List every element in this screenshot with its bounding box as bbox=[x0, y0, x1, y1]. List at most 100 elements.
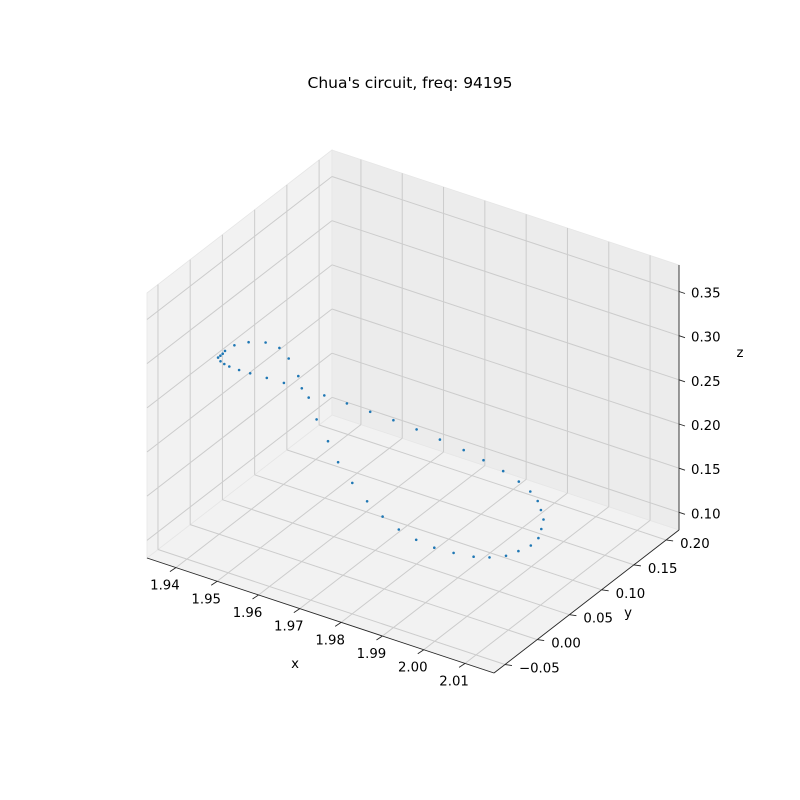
x-tick-label: 2.00 bbox=[398, 661, 428, 676]
y-tick-mark bbox=[504, 664, 513, 666]
data-point bbox=[221, 352, 224, 356]
grid-line-x-floor bbox=[175, 424, 362, 568]
data-point bbox=[452, 551, 455, 555]
y-tick-label: 0.20 bbox=[680, 537, 710, 552]
data-point bbox=[248, 372, 252, 375]
data-point bbox=[381, 515, 384, 518]
grid-line-x-floor bbox=[258, 451, 444, 596]
y-tick-label: 0.10 bbox=[616, 587, 646, 602]
grid-line-x-floor bbox=[299, 465, 486, 610]
data-point bbox=[323, 394, 326, 397]
data-point bbox=[219, 354, 222, 358]
data-point bbox=[216, 356, 220, 359]
data-point bbox=[472, 555, 475, 558]
data-point bbox=[504, 554, 508, 558]
data-point bbox=[438, 438, 442, 441]
y-axis-label: y bbox=[624, 606, 632, 621]
x-axis-line bbox=[146, 557, 495, 674]
x-tick-mark bbox=[210, 580, 218, 586]
grid-line-y-floor bbox=[157, 549, 506, 666]
grid-line-z-back bbox=[331, 352, 680, 469]
grid-line-x-floor bbox=[340, 478, 527, 623]
data-point bbox=[223, 362, 226, 366]
data-point bbox=[365, 500, 369, 503]
data-point bbox=[326, 439, 330, 443]
grid-lines bbox=[146, 159, 680, 666]
y-axis-line bbox=[493, 529, 680, 674]
x-tick-mark bbox=[252, 594, 259, 600]
data-point bbox=[488, 556, 491, 559]
z-tick-label: 0.30 bbox=[691, 331, 721, 346]
data-point bbox=[336, 460, 340, 464]
z-tick-mark bbox=[678, 423, 686, 427]
grid-line-z-back bbox=[331, 308, 680, 425]
y-tick-mark bbox=[537, 639, 545, 642]
grid-line-z-back bbox=[331, 396, 680, 513]
data-point bbox=[287, 357, 291, 360]
data-point bbox=[278, 346, 281, 350]
z-tick-mark bbox=[678, 379, 686, 383]
data-point bbox=[264, 341, 267, 344]
grid-line-y-floor bbox=[190, 524, 538, 641]
y-tick-label: 0.00 bbox=[551, 637, 581, 652]
data-point bbox=[223, 349, 227, 353]
z-tick-mark bbox=[678, 467, 686, 471]
grid-line-z-back bbox=[331, 264, 680, 381]
data-point bbox=[247, 340, 250, 344]
data-point bbox=[529, 544, 533, 547]
grid-line-x-floor bbox=[382, 492, 568, 637]
data-point bbox=[315, 418, 318, 421]
tick-labels: 1.94 1.95 1.96 1.97 1.98 1.99 2.00 2.01 −0.05 0.0… bbox=[150, 287, 720, 690]
data-point bbox=[351, 481, 354, 485]
z-tick-label: 0.25 bbox=[691, 375, 721, 390]
axis-panes bbox=[146, 149, 680, 674]
z-tick-mark bbox=[678, 511, 686, 515]
grid-line-z-back bbox=[331, 220, 680, 337]
z-tick-mark bbox=[678, 291, 686, 294]
x-axis-label: x bbox=[291, 657, 299, 672]
z-tick-label: 0.10 bbox=[691, 507, 721, 522]
data-point bbox=[233, 344, 236, 347]
z-tick-label: 0.35 bbox=[691, 287, 721, 302]
z-axis-label: z bbox=[737, 346, 744, 361]
x-tick-label: 1.94 bbox=[150, 579, 180, 594]
data-point bbox=[392, 418, 395, 422]
z-tick-label: 0.20 bbox=[691, 419, 721, 434]
x-tick-label: 1.98 bbox=[315, 633, 345, 648]
grid-line-z-left bbox=[146, 396, 333, 541]
data-point bbox=[501, 469, 505, 473]
data-point bbox=[517, 480, 521, 483]
x-tick-label: 2.01 bbox=[439, 674, 469, 689]
data-point bbox=[265, 376, 269, 380]
grid-line-y-floor bbox=[254, 474, 602, 591]
y-tick-label: 0.15 bbox=[648, 562, 678, 577]
data-point bbox=[542, 518, 545, 521]
data-point bbox=[228, 365, 231, 368]
data-point bbox=[482, 458, 485, 462]
x-tick-label: 1.99 bbox=[357, 647, 387, 662]
grid-line-z-back bbox=[331, 176, 680, 292]
grid-line-z-left bbox=[146, 220, 333, 365]
data-point bbox=[415, 428, 418, 431]
data-point bbox=[297, 374, 300, 378]
x-tick-label: 1.97 bbox=[274, 620, 304, 635]
grid-line-z-left bbox=[146, 308, 333, 453]
z-tick-mark bbox=[678, 335, 686, 339]
data-point bbox=[537, 536, 540, 540]
data-point bbox=[517, 549, 520, 553]
grid-line-x-floor bbox=[216, 437, 403, 582]
z-tick-label: 0.15 bbox=[691, 463, 721, 478]
data-point bbox=[282, 381, 286, 385]
data-point bbox=[237, 368, 241, 372]
y-tick-mark bbox=[569, 614, 577, 617]
y-tick-mark bbox=[633, 564, 641, 567]
grid-line-y-floor bbox=[318, 424, 667, 541]
data-points bbox=[216, 340, 545, 559]
grid-line-x-floor bbox=[423, 506, 610, 651]
data-point bbox=[433, 546, 436, 549]
x-tick-mark bbox=[376, 635, 383, 641]
data-point bbox=[462, 448, 466, 452]
grid-line-z-left bbox=[146, 264, 333, 409]
x-tick-mark bbox=[334, 621, 342, 627]
